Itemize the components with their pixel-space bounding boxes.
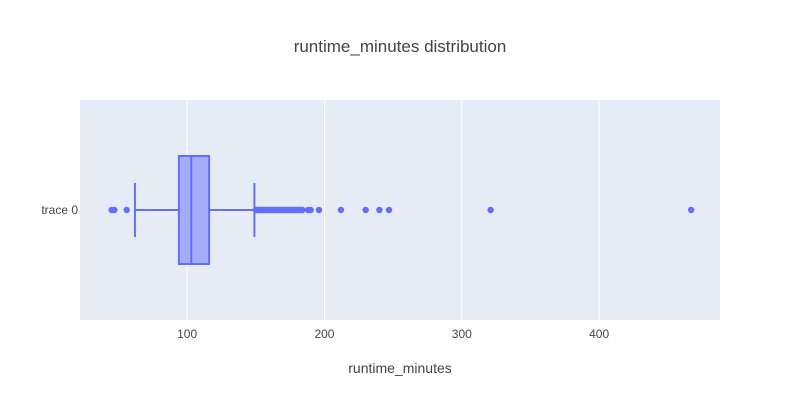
y-tick-labels: trace 0 [41,203,78,217]
box-plot [133,155,256,265]
outlier-point-37 [299,206,306,214]
x-tick-label-400: 400 [589,327,609,341]
outlier-point-39 [307,206,314,214]
outlier-point-42 [362,206,369,214]
outlier-point-40 [315,206,323,214]
outlier-point-1 [111,206,118,214]
outlier-point-2 [123,206,130,214]
outlier-point-43 [376,206,383,214]
x-axis-title: runtime_minutes [348,360,452,376]
outlier-point-44 [385,206,393,214]
x-tick-label-200: 200 [314,327,334,341]
chart-title: runtime_minutes distribution [294,37,507,56]
iqr-box [177,155,211,265]
x-tick-labels: 100 200 300 400 [177,327,609,341]
gridlines [186,100,600,320]
x-tick-label-100: 100 [177,327,197,341]
outlier-point-41 [337,206,345,214]
outlier-points [108,206,695,214]
outlier-point-46 [687,206,695,214]
outlier-point-45 [487,206,494,214]
y-tick-label-trace-0: trace 0 [41,203,78,217]
x-tick-label-300: 300 [452,327,472,341]
